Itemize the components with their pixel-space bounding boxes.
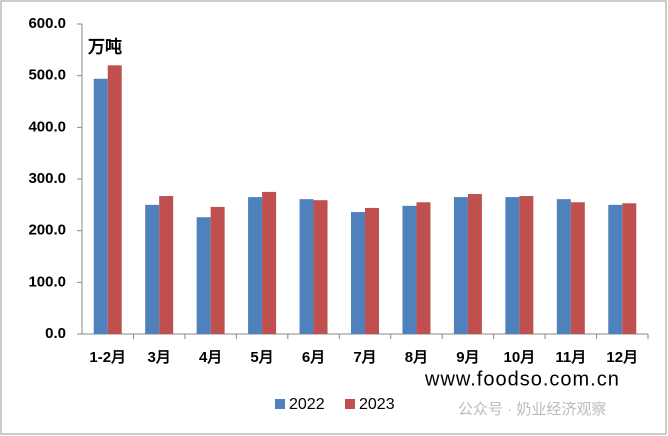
x-tick-label: 10月 (504, 349, 536, 366)
bar (556, 199, 571, 334)
bar (159, 196, 174, 334)
y-tick-label: 600.0 (28, 15, 66, 32)
bar (519, 196, 534, 334)
x-tick-label: 12月 (606, 349, 638, 366)
x-tick-label: 9月 (456, 349, 479, 366)
legend-label: 2023 (359, 396, 395, 413)
bar (210, 206, 225, 334)
bar (570, 202, 585, 334)
x-tick-label: 1-2月 (89, 349, 126, 366)
bar (299, 199, 314, 334)
unit-label: 万吨 (87, 36, 122, 56)
bar (107, 65, 122, 334)
y-tick-label: 300.0 (28, 170, 66, 187)
bar (453, 197, 468, 334)
x-tick-label: 4月 (199, 349, 222, 366)
bar (313, 200, 328, 334)
bar (93, 78, 108, 335)
bar (622, 203, 637, 334)
bar (505, 197, 520, 334)
bar (351, 212, 365, 334)
x-tick-label: 8月 (405, 349, 428, 366)
watermark: 公众号 · 奶业经济观察 (458, 400, 606, 418)
bar (416, 202, 431, 334)
bar (608, 204, 623, 334)
bar (145, 204, 160, 334)
bar (467, 193, 482, 334)
y-tick-label: 400.0 (28, 118, 66, 135)
bar (262, 191, 277, 334)
x-tick-label: 3月 (148, 349, 171, 366)
y-tick-label: 500.0 (28, 67, 66, 84)
legend-swatch (345, 399, 355, 409)
y-tick-label: 0.0 (45, 325, 66, 342)
y-tick-label: 200.0 (28, 222, 66, 239)
watermark: www.foodso.com.cn (424, 368, 620, 390)
y-tick-label: 100.0 (28, 273, 66, 290)
legend-swatch (275, 399, 285, 409)
bar (365, 207, 379, 334)
x-tick-label: 6月 (302, 349, 325, 366)
bar (248, 197, 263, 334)
x-tick-label: 5月 (250, 349, 273, 366)
x-tick-label: 11月 (555, 349, 586, 366)
x-tick-label: 7月 (353, 349, 376, 366)
bar (196, 217, 211, 334)
bar (402, 205, 417, 334)
legend-label: 2022 (289, 396, 325, 413)
